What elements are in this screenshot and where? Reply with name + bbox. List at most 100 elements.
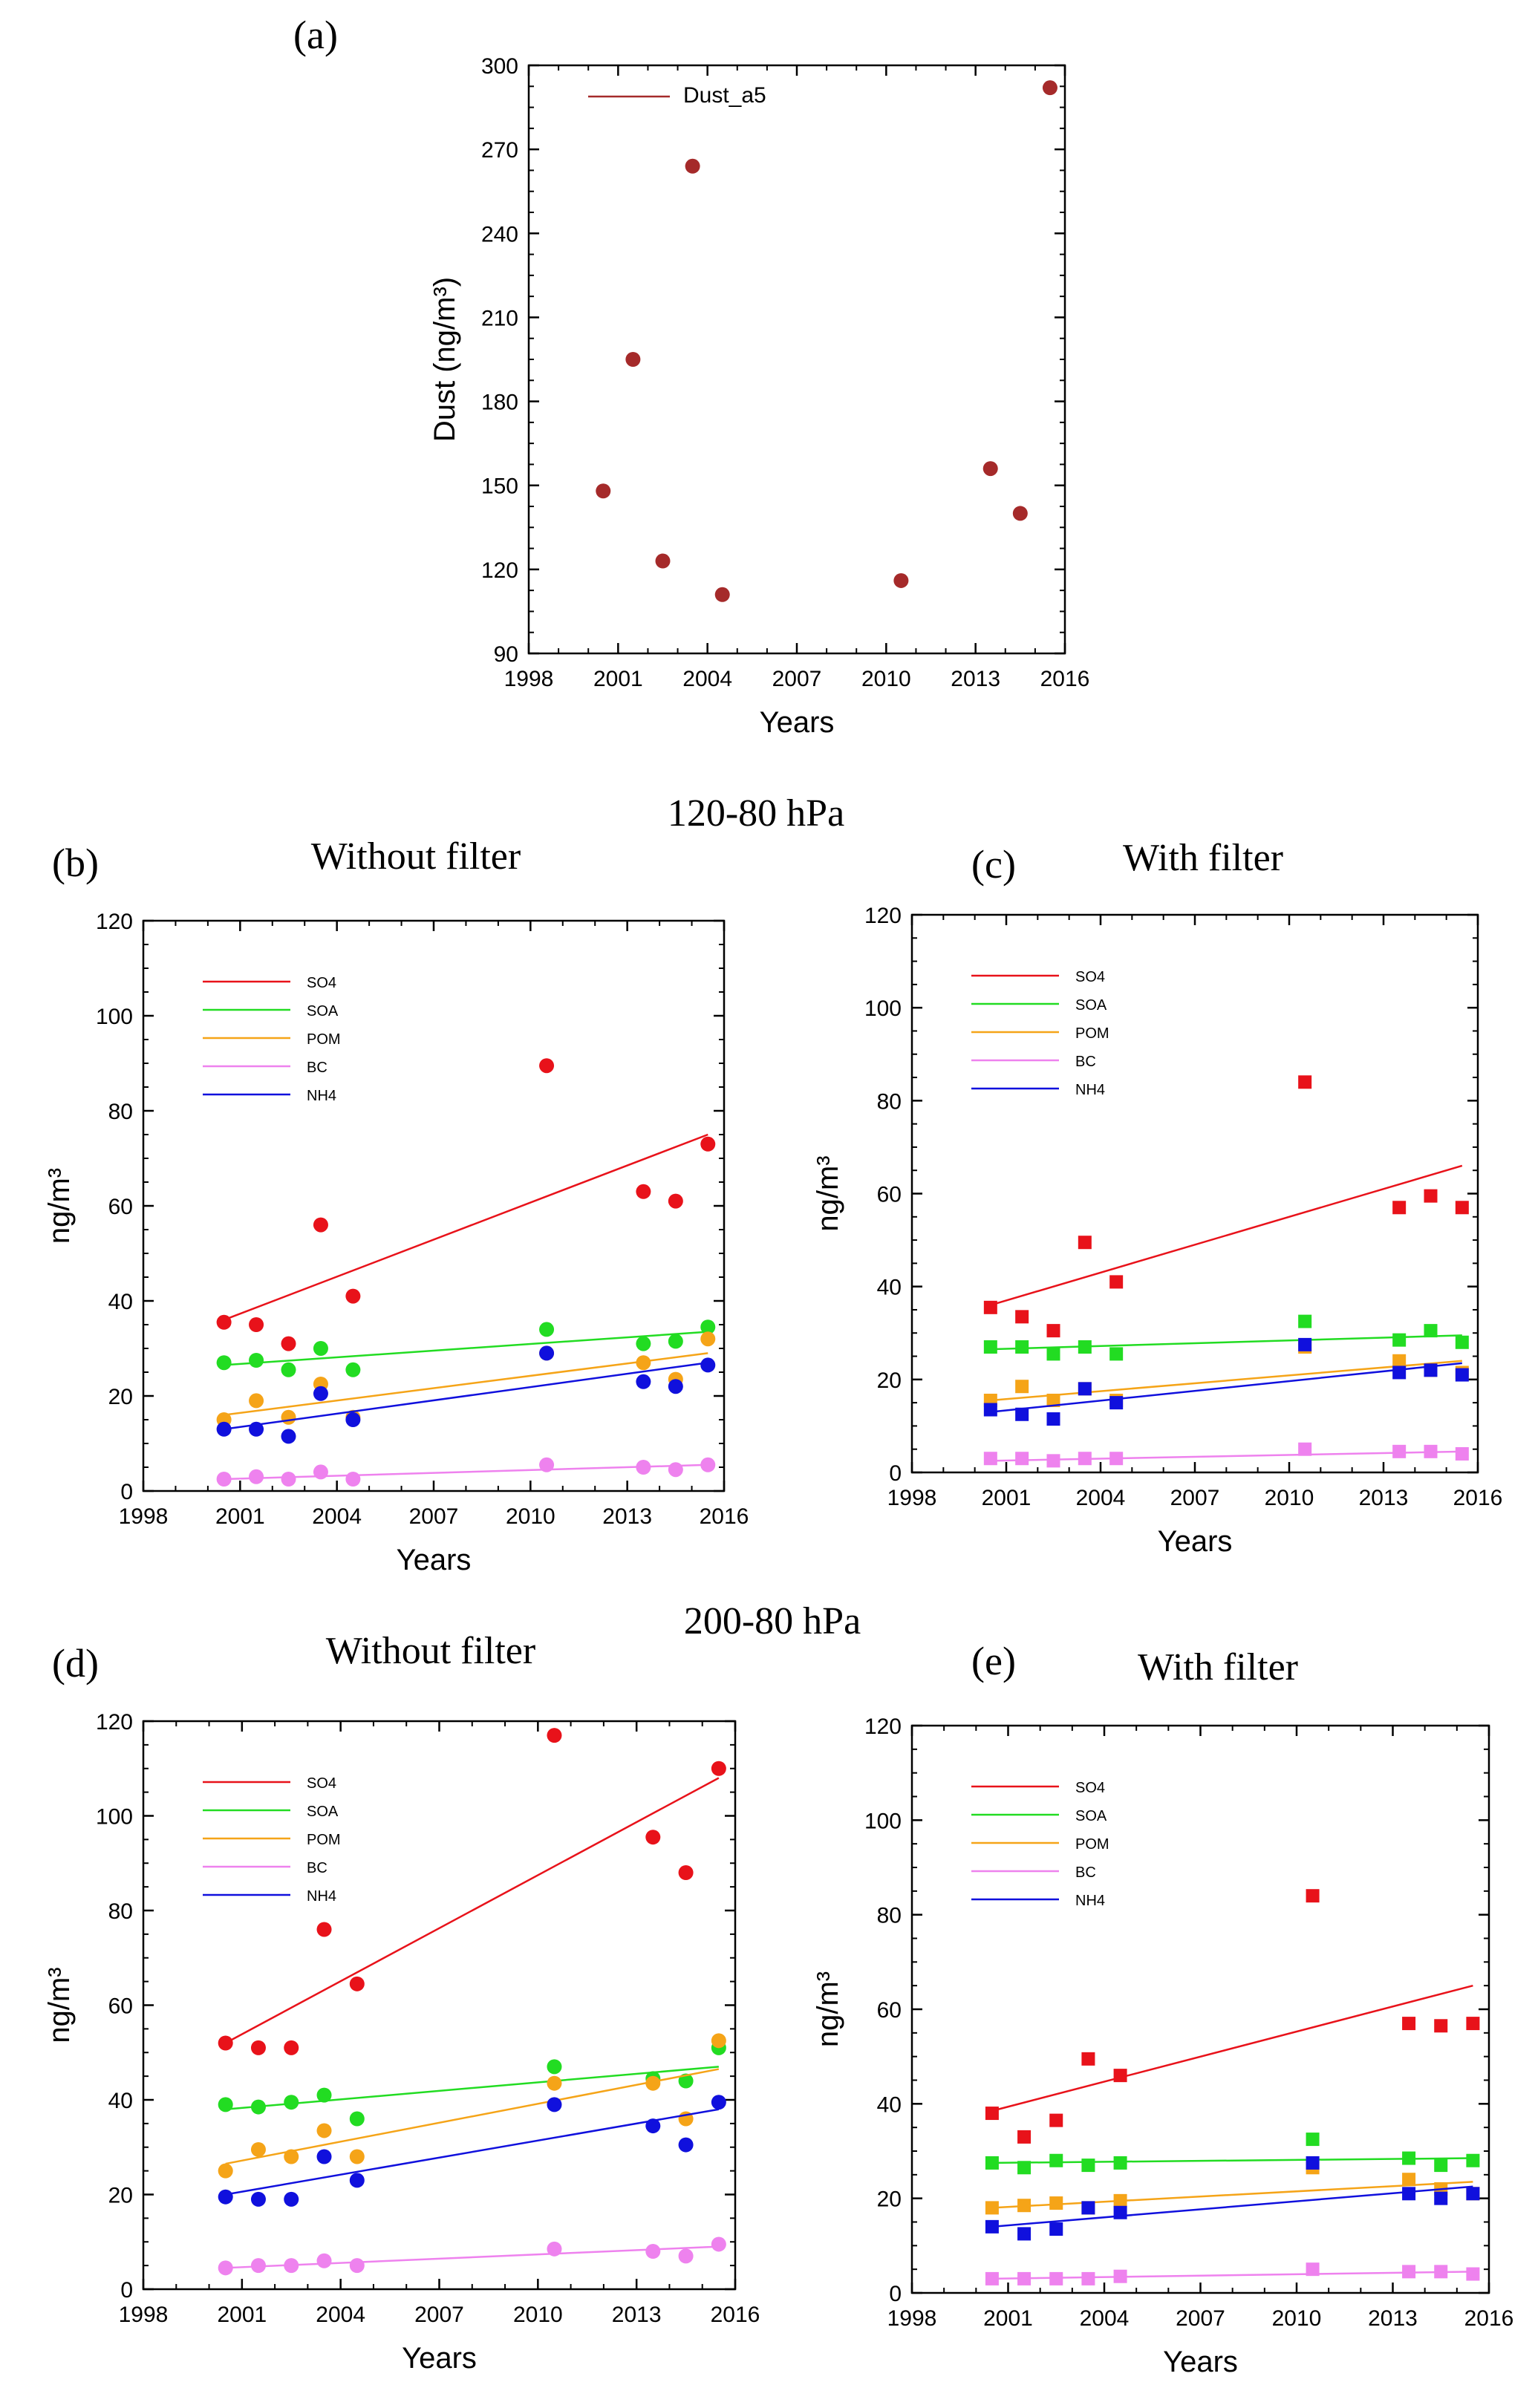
x-tick-label-d-2010: 2010 bbox=[513, 2303, 563, 2327]
y-tick-label-c-80: 80 bbox=[877, 1089, 902, 1114]
data-point-b-soa bbox=[700, 1319, 716, 1335]
data-point-c-so4 bbox=[1455, 1201, 1469, 1215]
trend-line-e-soa bbox=[991, 2157, 1473, 2164]
data-point-e-soa bbox=[1306, 2133, 1320, 2147]
data-point-b-nh4 bbox=[216, 1421, 232, 1437]
data-point-b-bc bbox=[216, 1472, 232, 1487]
data-point-b-pom bbox=[249, 1393, 264, 1409]
x-tick-label-c-2010: 2010 bbox=[1265, 1486, 1314, 1510]
data-point-b-pom bbox=[281, 1409, 296, 1425]
data-point-c-bc bbox=[983, 1452, 997, 1466]
data-point-b-soa bbox=[281, 1362, 296, 1377]
y-tick-label-e-20: 20 bbox=[877, 2187, 902, 2212]
data-point-d-bc bbox=[218, 2260, 233, 2276]
data-point-b-nh4 bbox=[539, 1345, 555, 1361]
x-tick-label-e-2016: 2016 bbox=[1464, 2306, 1514, 2331]
x-tick-label-e-2004: 2004 bbox=[1080, 2306, 1130, 2331]
y-tick-label-d-100: 100 bbox=[96, 1805, 133, 1830]
data-point-d-bc bbox=[316, 2253, 332, 2268]
trend-line-e-nh4 bbox=[991, 2185, 1473, 2228]
x-tick-label-a-2010: 2010 bbox=[861, 667, 911, 691]
y-tick-label-c-120: 120 bbox=[864, 904, 902, 928]
data-point-c-so4 bbox=[1298, 1075, 1312, 1089]
x-tick-label-c-2004: 2004 bbox=[1076, 1486, 1126, 1510]
section-title-200-80-hpa: 200-80 hPa bbox=[684, 1600, 861, 1642]
legend-label-b-bc: BC bbox=[307, 1060, 327, 1076]
y-axis-label-a: Dust (ng/m³) bbox=[428, 277, 461, 442]
section-title-120-80-hpa: 120-80 hPa bbox=[668, 792, 844, 835]
data-point-c-so4 bbox=[983, 1300, 997, 1314]
data-point-c-so4 bbox=[1015, 1310, 1029, 1324]
data-point-d-pom bbox=[250, 2141, 266, 2157]
x-tick-label-b-1998: 1998 bbox=[119, 1504, 169, 1529]
data-point-d-nh4 bbox=[349, 2173, 365, 2188]
data-point-c-so4 bbox=[1046, 1324, 1060, 1338]
data-point-d-bc bbox=[349, 2258, 365, 2274]
x-tick-label-c-2001: 2001 bbox=[982, 1486, 1032, 1510]
trend-line-b-nh4 bbox=[224, 1361, 708, 1431]
y-tick-label-d-0: 0 bbox=[120, 2278, 133, 2303]
y-tick-label-c-40: 40 bbox=[877, 1276, 902, 1300]
legend-label-b-pom: POM bbox=[307, 1031, 341, 1048]
data-point-b-bc bbox=[636, 1460, 651, 1475]
data-point-e-pom bbox=[1049, 2196, 1063, 2210]
data-point-d-so4 bbox=[547, 1728, 562, 1743]
legend-label-b-nh4: NH4 bbox=[307, 1088, 336, 1104]
data-point-e-soa bbox=[1402, 2151, 1416, 2165]
x-tick-label-d-2007: 2007 bbox=[414, 2303, 464, 2327]
data-point-b-bc bbox=[668, 1462, 683, 1478]
data-point-d-soa bbox=[349, 2111, 365, 2127]
data-point-c-nh4 bbox=[1015, 1407, 1029, 1421]
data-point-d-so4 bbox=[218, 2035, 233, 2051]
legend-label-e-so4: SO4 bbox=[1075, 1780, 1105, 1796]
y-tick-label-b-0: 0 bbox=[120, 1480, 133, 1504]
legend-label-e-pom: POM bbox=[1075, 1836, 1109, 1853]
trend-line-c-soa bbox=[990, 1334, 1462, 1351]
y-tick-label-d-40: 40 bbox=[108, 2089, 133, 2113]
data-point-c-bc bbox=[1046, 1454, 1060, 1468]
panel-label-e: (e) bbox=[971, 1639, 1016, 1683]
data-point-e-pom bbox=[1113, 2193, 1127, 2208]
data-point-c-pom bbox=[1046, 1393, 1060, 1407]
data-point-e-soa bbox=[1017, 2161, 1032, 2175]
data-point-e-pom bbox=[985, 2201, 999, 2215]
data-point-b-so4 bbox=[345, 1288, 361, 1304]
plot-frame-c bbox=[910, 913, 1479, 1474]
data-point-d-pom bbox=[349, 2149, 365, 2164]
data-point-d-pom bbox=[284, 2149, 299, 2164]
data-point-e-so4 bbox=[1081, 2052, 1095, 2066]
data-point-d-soa bbox=[284, 2095, 299, 2110]
data-point-b-soa bbox=[539, 1322, 555, 1337]
data-point-e-so4 bbox=[1113, 2069, 1127, 2083]
data-point-e-so4 bbox=[1049, 2113, 1063, 2127]
panel-label-b: (b) bbox=[52, 841, 99, 885]
x-axis-label-a: Years bbox=[760, 706, 835, 739]
x-tick-label-d-2016: 2016 bbox=[711, 2303, 760, 2327]
data-point-b-bc bbox=[539, 1457, 555, 1472]
trend-line-d-nh4 bbox=[225, 2108, 720, 2196]
x-axis-label-e: Years bbox=[1163, 2346, 1238, 2378]
data-point-d-so4 bbox=[645, 1830, 661, 1845]
data-point-b-nh4 bbox=[281, 1429, 296, 1444]
x-tick-label-d-2004: 2004 bbox=[316, 2303, 365, 2327]
data-point-c-soa bbox=[1015, 1340, 1029, 1354]
data-point-c-soa bbox=[983, 1340, 997, 1354]
trend-line-e-so4 bbox=[991, 1984, 1473, 2112]
legend-label-c-bc: BC bbox=[1075, 1054, 1096, 1070]
data-point-d-so4 bbox=[678, 1865, 694, 1880]
data-point-e-soa bbox=[1434, 2159, 1448, 2173]
chart-panel-a: (a) 1998 2001 2004 2007 2010 2013 2016 90 120 150 1… bbox=[293, 13, 1089, 739]
data-point-b-soa bbox=[345, 1362, 361, 1377]
trend-line-c-bc bbox=[990, 1450, 1462, 1462]
data-point-e-soa bbox=[1466, 2153, 1480, 2167]
y-tick-label-a-270: 270 bbox=[481, 138, 518, 163]
y-tick-label-a-210: 210 bbox=[481, 306, 518, 330]
trend-line-b-so4 bbox=[224, 1133, 708, 1321]
x-tick-label-b-2007: 2007 bbox=[409, 1504, 459, 1529]
data-point-a-dust_a5 bbox=[1042, 80, 1057, 96]
data-point-c-bc bbox=[1298, 1442, 1312, 1456]
data-point-e-bc bbox=[1434, 2265, 1448, 2279]
data-point-d-nh4 bbox=[711, 2095, 726, 2110]
legend-label-d-pom: POM bbox=[307, 1832, 341, 1848]
